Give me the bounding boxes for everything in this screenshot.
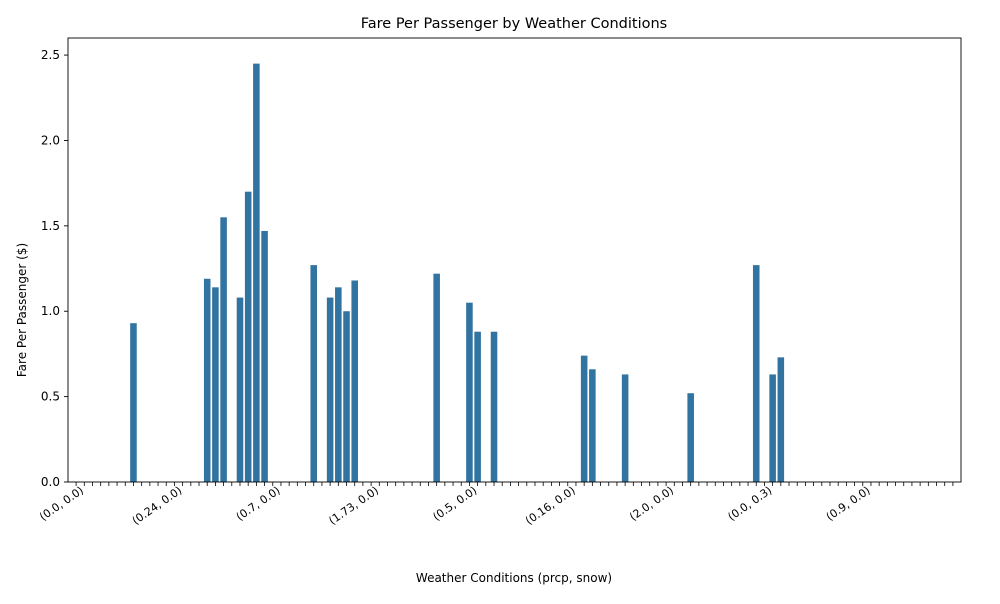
y-tick-label: 1.5 <box>41 219 60 233</box>
bar <box>212 287 219 482</box>
y-axis-label: Fare Per Passenger ($) <box>15 243 29 377</box>
bar <box>752 265 760 482</box>
y-axis-ticks: 0.0 0.5 1.0 1.5 2.0 2.5 <box>41 48 68 489</box>
x-tick-label: (1.73, 0.0) <box>326 484 381 528</box>
bar <box>621 374 629 482</box>
bar <box>769 374 776 482</box>
x-tick-label: (0.0, 0.3) <box>725 484 774 524</box>
y-tick-label: 1.0 <box>41 304 60 318</box>
bar <box>326 297 334 482</box>
x-tick-label: (0.0, 0.0) <box>37 484 86 524</box>
bar <box>580 355 588 482</box>
x-tick-label: (0.16, 0.0) <box>523 484 578 528</box>
chart-title: Fare Per Passenger by Weather Conditions <box>361 16 667 32</box>
bar <box>220 217 227 482</box>
bar <box>253 63 260 483</box>
y-tick-label: 0.0 <box>41 475 60 489</box>
x-tick-label: (0.24, 0.0) <box>130 484 185 528</box>
bar <box>244 191 252 482</box>
plot-frame <box>67 37 962 483</box>
bar <box>466 302 473 482</box>
bar <box>474 331 481 482</box>
bar <box>589 369 596 482</box>
y-tick-label: 0.5 <box>41 390 60 404</box>
x-tick-label: (0.5, 0.0) <box>430 484 479 524</box>
x-tick-label: (0.9, 0.0) <box>824 484 873 524</box>
x-axis-label: Weather Conditions (prcp, snow) <box>416 571 612 585</box>
y-tick-label: 2.0 <box>41 133 60 147</box>
bars-layer <box>130 63 785 483</box>
bar <box>777 357 785 482</box>
bar <box>687 393 694 482</box>
bar <box>310 265 318 482</box>
bar <box>130 323 137 482</box>
bar <box>203 278 211 482</box>
y-tick-label: 2.5 <box>41 48 60 62</box>
x-axis-ticks: (0.0, 0.0) (0.24, 0.0) (0.7, 0.0) (1.73, 0.… <box>37 482 954 528</box>
bar <box>433 273 440 482</box>
x-tick-label: (0.7, 0.0) <box>234 484 283 524</box>
bar <box>343 311 350 482</box>
x-tick-label: (2.0, 0.0) <box>627 484 676 524</box>
bar <box>236 297 244 482</box>
bar <box>335 287 342 482</box>
bar <box>261 230 268 482</box>
bar <box>490 331 498 482</box>
bar <box>351 280 358 482</box>
